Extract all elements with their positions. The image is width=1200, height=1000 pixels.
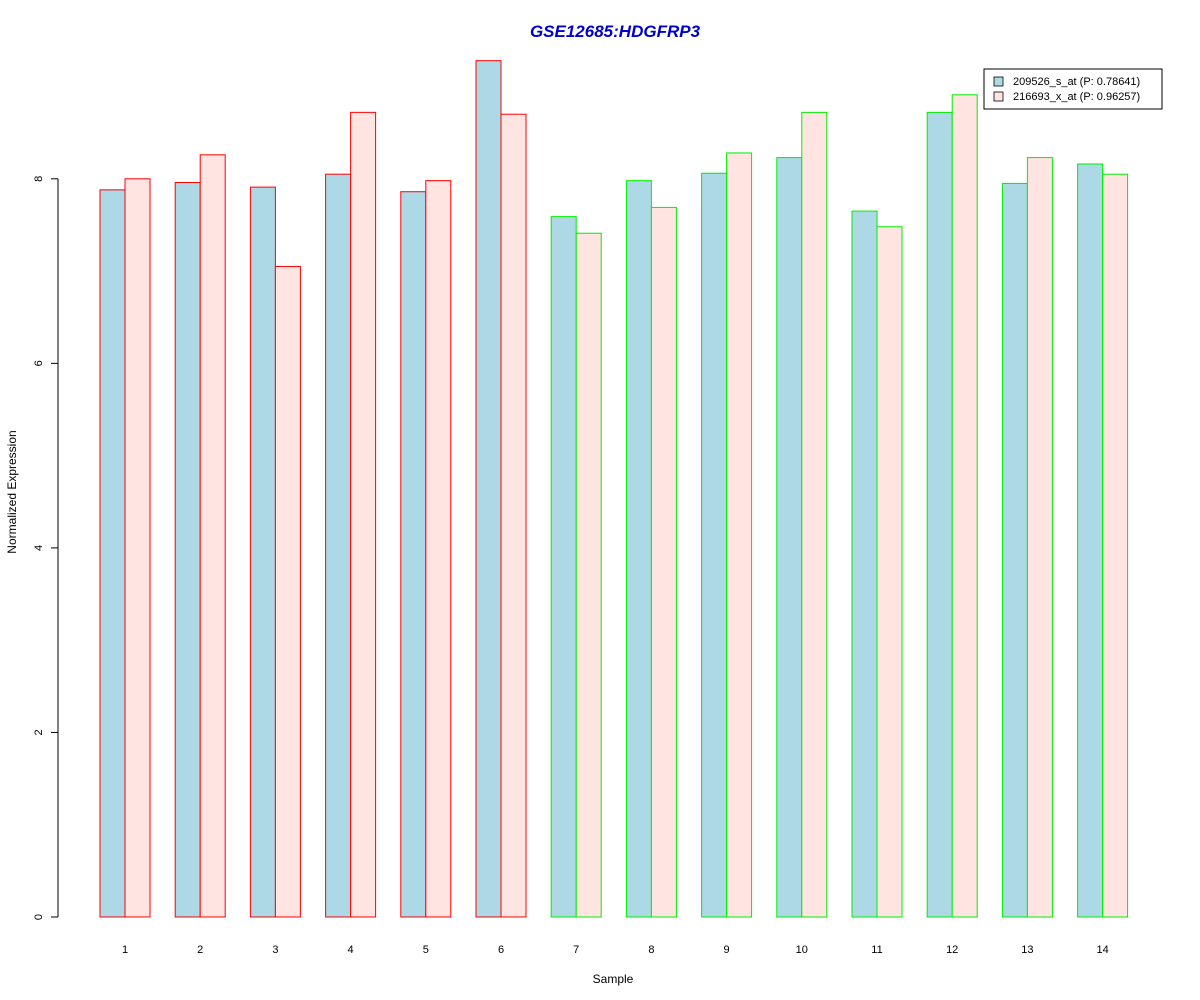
bar-sample-4-series-2 bbox=[350, 111, 377, 918]
chart-title: GSE12685:HDGFRP3 bbox=[530, 22, 701, 41]
y-tick-label: 2 bbox=[33, 729, 45, 735]
bar-sample-12-series-2 bbox=[951, 94, 978, 918]
x-tick-label: 12 bbox=[946, 944, 958, 956]
bar-sample-13-series-2 bbox=[1026, 157, 1053, 918]
bar-sample-10-series-1 bbox=[776, 157, 803, 918]
bar-sample-4-series-1 bbox=[325, 173, 352, 918]
y-tick-label: 6 bbox=[33, 360, 45, 366]
x-tick-label: 6 bbox=[498, 944, 504, 956]
x-axis-labels: 1 2 3 4 5 6 7 8 9 10 11 12 13 14 bbox=[122, 944, 1109, 956]
x-tick-label: 5 bbox=[423, 944, 429, 956]
x-tick-label: 4 bbox=[348, 944, 354, 956]
bar-sample-1-series-1 bbox=[99, 189, 126, 918]
x-tick-label: 8 bbox=[648, 944, 654, 956]
y-axis: 0 2 4 6 8 bbox=[33, 176, 59, 920]
bar-sample-3-series-2 bbox=[274, 265, 301, 918]
bar-sample-7-series-1 bbox=[550, 216, 577, 918]
y-tick-label: 0 bbox=[33, 914, 45, 920]
bar-sample-2-series-2 bbox=[199, 154, 226, 918]
bar-sample-13-series-1 bbox=[1001, 182, 1028, 918]
x-tick-label: 11 bbox=[871, 944, 882, 956]
bar-sample-9-series-1 bbox=[701, 172, 728, 918]
x-tick-label: 9 bbox=[724, 944, 730, 956]
legend-label-series-2: 216693_x_at (P: 0.96257) bbox=[1013, 91, 1140, 103]
x-tick-label: 14 bbox=[1096, 944, 1108, 956]
y-axis-title: Normalized Expression bbox=[5, 430, 19, 553]
x-tick-label: 1 bbox=[122, 944, 128, 956]
legend-swatch-series-1 bbox=[993, 76, 1004, 87]
bar-sample-5-series-1 bbox=[400, 191, 427, 918]
bar-sample-11-series-2 bbox=[876, 226, 903, 918]
bar-sample-12-series-1 bbox=[926, 111, 953, 918]
x-tick-label: 7 bbox=[573, 944, 579, 956]
x-tick-label: 10 bbox=[796, 944, 808, 956]
x-tick-label: 3 bbox=[272, 944, 278, 956]
x-tick-label: 13 bbox=[1021, 944, 1033, 956]
bars-group bbox=[99, 60, 1129, 918]
bar-sample-5-series-2 bbox=[425, 180, 452, 918]
legend-box bbox=[983, 68, 1163, 110]
bar-sample-7-series-2 bbox=[575, 232, 602, 918]
bar-sample-6-series-1 bbox=[475, 60, 502, 918]
x-tick-label: 2 bbox=[197, 944, 203, 956]
bar-sample-2-series-1 bbox=[174, 181, 201, 918]
bar-sample-8-series-2 bbox=[650, 206, 677, 918]
y-tick-label: 8 bbox=[33, 176, 45, 182]
bar-sample-8-series-1 bbox=[625, 180, 652, 918]
bar-sample-1-series-2 bbox=[124, 178, 151, 918]
legend: 209526_s_at (P: 0.78641) 216693_x_at (P:… bbox=[983, 68, 1163, 110]
bar-sample-3-series-1 bbox=[249, 186, 276, 918]
bar-sample-9-series-2 bbox=[726, 152, 753, 918]
legend-swatch-series-2 bbox=[993, 91, 1004, 102]
bar-sample-11-series-1 bbox=[851, 210, 878, 918]
bar-sample-10-series-2 bbox=[801, 111, 828, 918]
legend-label-series-1: 209526_s_at (P: 0.78641) bbox=[1013, 76, 1140, 88]
bar-sample-6-series-2 bbox=[500, 113, 527, 918]
y-tick-label: 4 bbox=[33, 545, 45, 551]
bar-sample-14-series-2 bbox=[1102, 173, 1129, 918]
x-axis-title: Sample bbox=[593, 972, 634, 986]
bar-sample-14-series-1 bbox=[1077, 163, 1104, 918]
